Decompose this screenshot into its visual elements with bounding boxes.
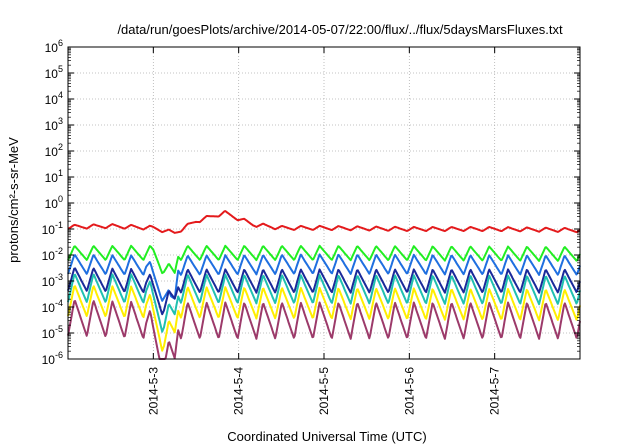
x-tick-label: 2014-5-4 [232, 367, 246, 415]
x-axis-label: Coordinated Universal Time (UTC) [227, 429, 426, 444]
y-tick-label: 105 [45, 64, 63, 81]
y-tick-label: 100 [45, 194, 63, 211]
flux-series-line-5 [67, 273, 581, 333]
y-tick-label: 106 [45, 38, 63, 55]
y-tick-label: 101 [45, 168, 63, 185]
x-tick-label: 2014-5-3 [146, 367, 160, 415]
y-tick-label: 103 [45, 116, 63, 133]
y-tick-label: 10-5 [42, 324, 63, 341]
y-tick-label: 10-6 [42, 350, 63, 367]
flux-series-line-2 [67, 244, 581, 275]
series-group [67, 210, 581, 360]
flux-series-line-3 [67, 253, 581, 302]
flux-series-line-7 [67, 300, 581, 360]
y-tick-label: 10-4 [42, 298, 63, 315]
x-tick-label: 2014-5-6 [402, 367, 416, 415]
flux-series-line-4 [67, 267, 581, 316]
y-tick-label: 10-1 [42, 220, 63, 237]
flux-series-line-6 [67, 285, 581, 352]
y-tick-label: 10-2 [42, 246, 63, 263]
chart-title: /data/run/goesPlots/archive/2014-05-07/2… [117, 22, 563, 37]
y-tick-label: 104 [45, 90, 63, 107]
x-tick-label: 2014-5-5 [317, 367, 331, 415]
x-tick-label: 2014-5-7 [488, 367, 502, 415]
y-tick-label: 102 [45, 142, 63, 159]
x-axis: 2014-5-3 2014-5-4 2014-5-5 2014-5-6 2014-5-7 [146, 47, 502, 415]
y-tick-label: 10-3 [42, 272, 63, 289]
flux-series-line-1 [67, 210, 581, 234]
y-axis-label: protons/cm²-s-sr-MeV [6, 137, 21, 263]
y-axis: 10-6 10-5 10-4 10-3 10-2 10-1 100 101 102 103 104 1… [42, 38, 580, 367]
